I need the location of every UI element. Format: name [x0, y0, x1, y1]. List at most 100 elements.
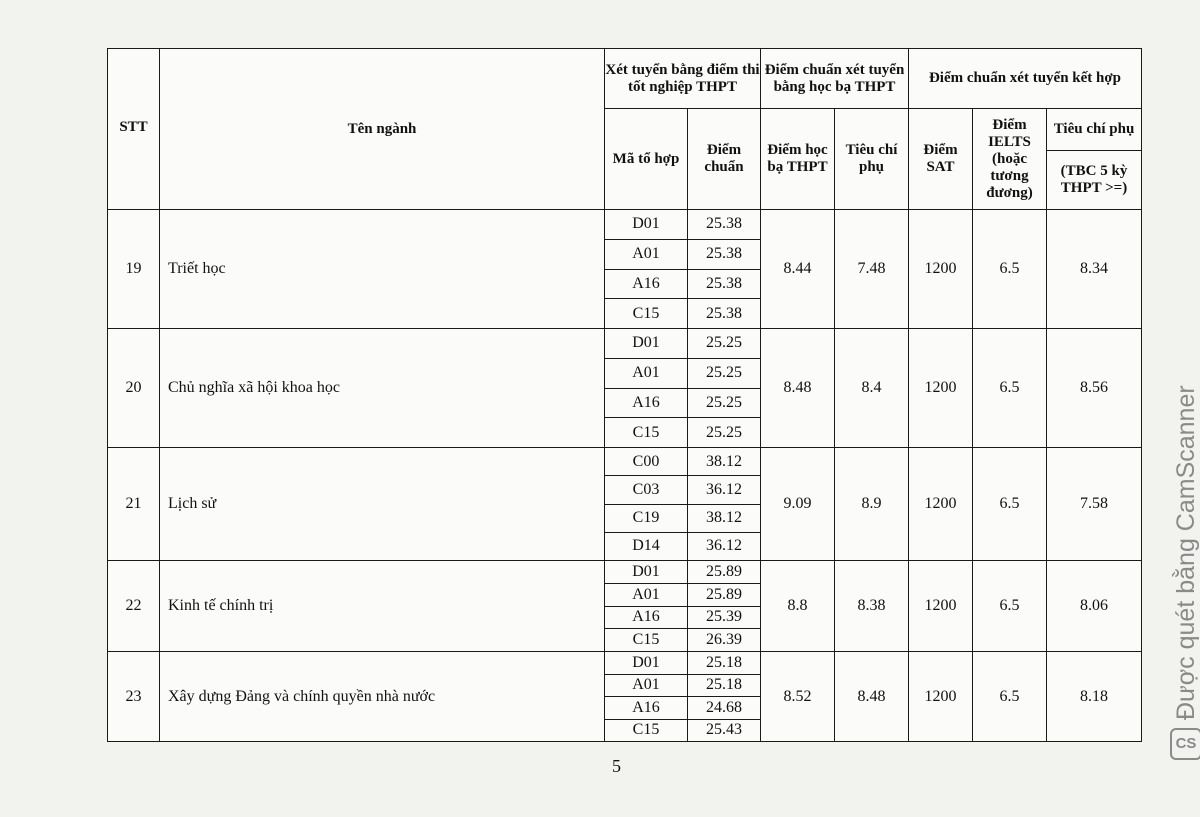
sat-score-cell: 1200 — [908, 328, 973, 448]
tbc-criteria-cell: 8.56 — [1046, 328, 1142, 448]
combo-score-cell: 36.12 — [687, 531, 761, 562]
header-diem-ielts: Điểm IELTS (hoặc tương đương) — [972, 108, 1047, 210]
combo-code-cell: C15 — [604, 718, 688, 742]
admission-scores-table: STT Tên ngành Xét tuyển bằng điểm thi tố… — [107, 48, 1142, 742]
combo-code-cell: A01 — [604, 357, 688, 389]
combo-code-cell: A16 — [604, 696, 688, 720]
major-name-cell: Kinh tế chính trị — [159, 560, 605, 652]
header-ma-to-hop: Mã tổ hợp — [604, 108, 688, 210]
combo-code-cell: D01 — [604, 651, 688, 675]
combo-code-cell: A16 — [604, 268, 688, 300]
combo-score-cell: 25.43 — [687, 718, 761, 742]
table-row: A01 25.25 — [108, 357, 1142, 389]
combo-code-cell: A16 — [604, 387, 688, 419]
combo-code-cell: C03 — [604, 475, 688, 505]
combo-score-cell: 26.39 — [687, 628, 761, 652]
header-tieu-chi-phu-2: Tiêu chí phụ — [1046, 108, 1142, 151]
header-group-kethop: Điểm chuẩn xét tuyển kết hợp — [908, 48, 1142, 109]
combo-code-cell: D01 — [604, 328, 688, 359]
combo-code-cell: D14 — [604, 531, 688, 562]
combo-code-cell: C19 — [604, 503, 688, 533]
header-group-hocba: Điểm chuẩn xét tuyển bằng học bạ THPT — [760, 48, 909, 109]
table-row: A01 25.38 — [108, 238, 1142, 270]
major-name-cell: Xây dựng Đảng và chính quyền nhà nước — [159, 651, 605, 742]
table-row: C15 26.39 — [108, 628, 1142, 652]
table-row: 21 Lịch sử C00 38.12 9.09 8.9 1200 6.5 7.58 — [107, 446, 1142, 561]
combo-score-cell: 25.38 — [687, 209, 761, 240]
hocba-criteria-cell: 8.48 — [834, 651, 909, 742]
combo-score-cell: 38.12 — [687, 503, 761, 533]
sat-score-cell: 1200 — [908, 209, 973, 329]
ielts-score-cell: 6.5 — [972, 328, 1047, 448]
combo-score-cell: 25.18 — [687, 651, 761, 675]
camscanner-watermark: CS Được quét bằng CamScanner — [1170, 385, 1200, 760]
combo-code-cell: C15 — [604, 298, 688, 329]
combo-code-cell: A01 — [604, 582, 688, 607]
ielts-score-cell: 6.5 — [972, 209, 1047, 329]
combo-code-cell: D01 — [604, 560, 688, 584]
header-diem-chuan: Điểm chuẩn — [687, 108, 761, 210]
sat-score-cell: 1200 — [908, 651, 973, 742]
major-name-cell: Chủ nghĩa xã hội khoa học — [159, 328, 605, 448]
table-row: A16 25.38 — [108, 268, 1142, 300]
table-row: A16 25.39 — [108, 605, 1142, 630]
header-tieu-chi-phu: Tiêu chí phụ — [834, 108, 909, 210]
table-row: A16 24.68 — [108, 696, 1142, 720]
major-name-cell: Lịch sử — [159, 447, 605, 561]
hocba-score-cell: 8.48 — [760, 328, 835, 448]
header-stt: STT — [107, 48, 160, 210]
combo-code-cell: A01 — [604, 673, 688, 697]
major-name-cell: Triết học — [159, 209, 605, 329]
combo-score-cell: 25.89 — [687, 560, 761, 584]
table-row: D14 36.12 — [108, 531, 1142, 562]
stt-cell: 21 — [107, 447, 160, 561]
ielts-score-cell: 6.5 — [972, 560, 1047, 652]
combo-score-cell: 25.25 — [687, 328, 761, 359]
table-row: C15 25.43 — [108, 718, 1142, 742]
camscanner-logo-icon: CS — [1170, 728, 1200, 760]
table-row: 23 Xây dựng Đảng và chính quyền nhà nước D… — [107, 651, 1142, 742]
combo-score-cell: 25.18 — [687, 673, 761, 697]
combo-score-cell: 38.12 — [687, 446, 761, 477]
combo-score-cell: 25.39 — [687, 605, 761, 630]
tbc-criteria-cell: 8.06 — [1046, 560, 1142, 652]
tbc-criteria-cell: 7.58 — [1046, 447, 1142, 561]
table-row: A01 25.18 — [108, 673, 1142, 697]
hocba-criteria-cell: 8.9 — [834, 447, 909, 561]
combo-code-cell: C15 — [604, 628, 688, 652]
combo-code-cell: A01 — [604, 238, 688, 270]
combo-code-cell: C15 — [604, 417, 688, 448]
table-row: 20 Chủ nghĩa xã hội khoa học D01 25.25 8.48 8… — [107, 328, 1142, 448]
combo-score-cell: 36.12 — [687, 475, 761, 505]
header-diem-sat: Điểm SAT — [908, 108, 973, 210]
hocba-score-cell: 9.09 — [760, 447, 835, 561]
stt-cell: 23 — [107, 651, 160, 742]
stt-cell: 22 — [107, 560, 160, 652]
tbc-criteria-cell: 8.18 — [1046, 651, 1142, 742]
hocba-criteria-cell: 8.4 — [834, 328, 909, 448]
header-group-thpt: Xét tuyển bằng điểm thi tốt nghiệp THPT — [604, 48, 761, 109]
table-row: 22 Kinh tế chính trị D01 25.89 8.8 8.38 1200 6.… — [107, 560, 1142, 652]
combo-score-cell: 25.38 — [687, 238, 761, 270]
stt-cell: 20 — [107, 328, 160, 448]
table-row: C19 38.12 — [108, 503, 1142, 533]
ielts-score-cell: 6.5 — [972, 447, 1047, 561]
page-number: 5 — [612, 756, 621, 776]
combo-score-cell: 25.25 — [687, 387, 761, 419]
hocba-score-cell: 8.52 — [760, 651, 835, 742]
tbc-criteria-cell: 8.34 — [1046, 209, 1142, 329]
stt-cell: 19 — [107, 209, 160, 329]
combo-code-cell: C00 — [604, 446, 688, 477]
combo-score-cell: 25.38 — [687, 298, 761, 329]
combo-code-cell: D01 — [604, 209, 688, 240]
table-row: C15 25.25 — [108, 417, 1142, 448]
combo-score-cell: 24.68 — [687, 696, 761, 720]
table-row: A16 25.25 — [108, 387, 1142, 419]
header-tbc: (TBC 5 kỳ THPT >=) — [1046, 150, 1142, 210]
header-diem-hoc-ba: Điểm học bạ THPT — [760, 108, 835, 210]
combo-score-cell: 25.25 — [687, 357, 761, 389]
hocba-score-cell: 8.8 — [760, 560, 835, 652]
combo-score-cell: 25.25 — [687, 417, 761, 448]
combo-score-cell: 25.89 — [687, 582, 761, 607]
sat-score-cell: 1200 — [908, 560, 973, 652]
